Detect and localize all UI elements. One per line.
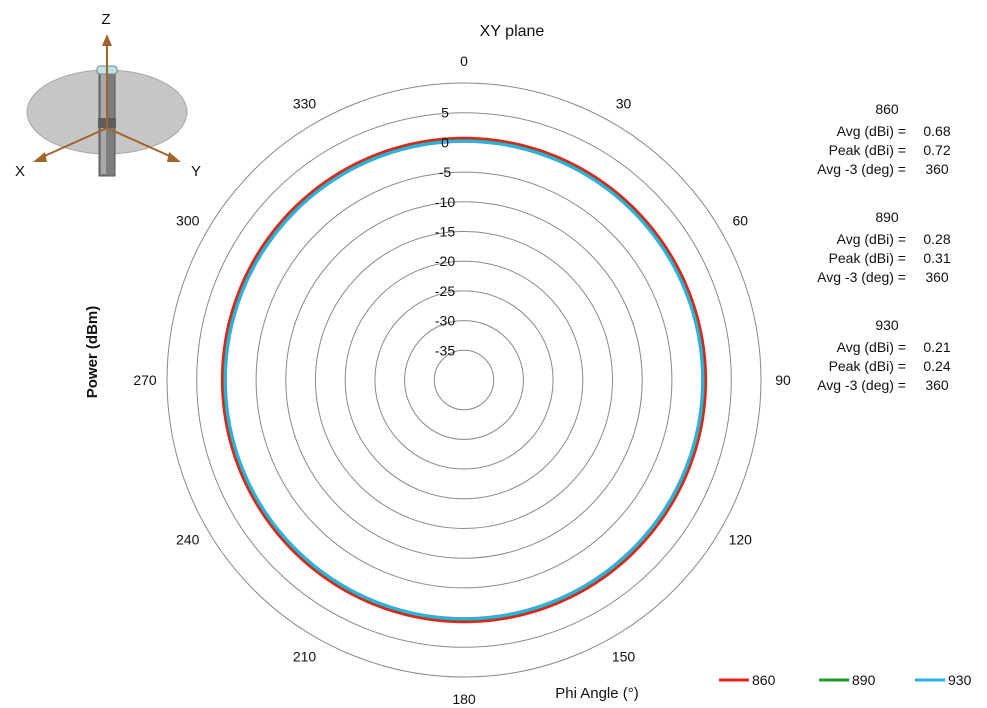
series-line-860 <box>220 136 708 624</box>
stats-value: 0.24 <box>923 358 950 374</box>
legend: 860 890 930 <box>719 672 972 688</box>
grid-ring <box>255 171 673 589</box>
angle-tick-label: 300 <box>176 213 200 229</box>
radial-tick-label: -30 <box>435 313 455 329</box>
stats-frequency: 890 <box>875 209 899 225</box>
radial-tick-label: -15 <box>435 224 455 240</box>
grid-ring <box>196 112 732 648</box>
antenna-orientation-icon <box>26 34 188 177</box>
stats-label: Peak (dBi) = <box>829 250 906 266</box>
radial-tick-label: -20 <box>435 253 455 269</box>
stats-label: Avg (dBi) = <box>837 123 906 139</box>
angle-tick-label: 180 <box>452 691 476 707</box>
x-axis-label: X <box>15 163 25 180</box>
series-layer <box>220 136 708 624</box>
stats-value: 0.21 <box>923 339 950 355</box>
tick-labels: 5 0 -5 -10 -15 -20 -25 -30 -35 0 30 60 90 120 150 180 21… <box>133 53 791 707</box>
stats-value: 0.72 <box>923 142 950 158</box>
grid-ring <box>404 320 524 440</box>
radial-tick-label: 0 <box>441 134 449 150</box>
angle-tick-label: 120 <box>729 532 753 548</box>
stats-value: 0.68 <box>923 123 950 139</box>
stats-value: 0.28 <box>923 231 950 247</box>
y-axis-title: Power (dBm) <box>84 306 101 399</box>
radial-tick-label: -35 <box>435 342 455 358</box>
angle-tick-label: 330 <box>293 96 317 112</box>
stats-value: 0.31 <box>923 250 950 266</box>
stats-label: Avg -3 (deg) = <box>817 269 906 285</box>
stats-value: 360 <box>925 377 949 393</box>
legend-label-930: 930 <box>948 672 972 688</box>
angle-tick-label: 90 <box>775 372 791 388</box>
stats-panel: 860 Avg (dBi) = 0.68 Peak (dBi) = 0.72 Avg -3… <box>817 101 951 393</box>
stats-label: Avg -3 (deg) = <box>817 377 906 393</box>
grid-ring <box>166 82 762 678</box>
radial-tick-label: 5 <box>441 105 449 121</box>
grid-ring <box>285 201 643 559</box>
stats-label: Avg (dBi) = <box>837 339 906 355</box>
angle-tick-label: 270 <box>133 372 157 388</box>
angle-tick-label: 150 <box>612 648 636 664</box>
stats-label: Peak (dBi) = <box>829 358 906 374</box>
radial-tick-label: -5 <box>439 164 452 180</box>
grid-ring <box>344 260 584 500</box>
chart-title: XY plane <box>480 23 545 40</box>
stats-frequency: 930 <box>875 317 899 333</box>
radial-tick-label: -10 <box>435 194 455 210</box>
legend-label-890: 890 <box>852 672 876 688</box>
grid-ring <box>225 141 703 619</box>
stats-label: Peak (dBi) = <box>829 142 906 158</box>
radial-tick-label: -25 <box>435 283 455 299</box>
z-axis-label: Z <box>101 11 110 28</box>
series-line-890 <box>223 139 705 621</box>
grid-ring <box>374 290 554 470</box>
angle-tick-label: 60 <box>732 213 748 229</box>
polar-grid <box>166 82 762 678</box>
stats-value: 360 <box>925 269 949 285</box>
series-line-930 <box>223 139 705 621</box>
legend-label-860: 860 <box>752 672 776 688</box>
y-axis-label: Y <box>191 163 201 180</box>
angle-tick-label: 0 <box>460 53 468 69</box>
angle-tick-label: 210 <box>293 648 317 664</box>
grid-ring <box>315 231 613 529</box>
grid-ring <box>433 349 495 411</box>
stats-label: Avg (dBi) = <box>837 231 906 247</box>
stats-label: Avg -3 (deg) = <box>817 161 906 177</box>
angle-tick-label: 30 <box>616 96 632 112</box>
angle-tick-label: 240 <box>176 532 200 548</box>
x-axis-title: Phi Angle (°) <box>555 685 639 702</box>
stats-value: 360 <box>925 161 949 177</box>
stats-frequency: 860 <box>875 101 899 117</box>
